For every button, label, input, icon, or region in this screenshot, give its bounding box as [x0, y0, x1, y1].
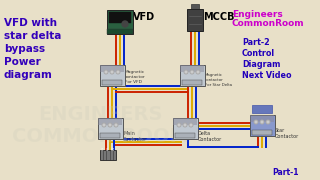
Bar [98, 118, 122, 125]
FancyBboxPatch shape [98, 118, 123, 138]
Text: Next Video: Next Video [242, 71, 292, 80]
Circle shape [109, 124, 111, 126]
Bar [252, 105, 272, 113]
Circle shape [105, 71, 107, 73]
FancyBboxPatch shape [180, 64, 204, 86]
Circle shape [103, 124, 105, 126]
Circle shape [189, 123, 193, 127]
Circle shape [184, 124, 186, 126]
Text: Main
Contactor: Main Contactor [123, 131, 147, 142]
Text: CommonRoom: CommonRoom [232, 19, 305, 28]
Circle shape [102, 123, 106, 127]
Circle shape [177, 123, 181, 127]
Bar [107, 29, 133, 34]
Bar [100, 133, 120, 138]
Circle shape [117, 71, 119, 73]
Bar [109, 12, 131, 23]
Text: VFD: VFD [133, 12, 155, 22]
Text: Part-1: Part-1 [272, 168, 299, 177]
Circle shape [260, 120, 264, 124]
Text: V1: V1 [106, 148, 109, 152]
Circle shape [267, 121, 269, 123]
Text: Control: Control [242, 49, 275, 58]
Circle shape [115, 124, 117, 126]
Text: Power: Power [4, 57, 41, 67]
Bar [175, 133, 195, 138]
Bar [102, 80, 122, 85]
Bar [180, 65, 204, 72]
FancyBboxPatch shape [107, 10, 133, 34]
Text: bypass: bypass [4, 44, 45, 54]
FancyBboxPatch shape [172, 118, 197, 138]
FancyBboxPatch shape [100, 64, 124, 86]
Circle shape [184, 70, 188, 74]
Text: Star
Contactor: Star Contactor [275, 128, 299, 139]
Bar [182, 80, 202, 85]
Bar [191, 4, 199, 10]
Circle shape [108, 123, 112, 127]
Text: W1: W1 [111, 148, 115, 152]
Text: U1: U1 [101, 148, 105, 152]
Text: MCCB: MCCB [203, 12, 235, 22]
Text: Delta
Contactor: Delta Contactor [198, 131, 222, 142]
Circle shape [114, 123, 118, 127]
Circle shape [255, 121, 257, 123]
Circle shape [122, 21, 128, 27]
Text: ENGINEERS
COMMON ROOM: ENGINEERS COMMON ROOM [12, 105, 188, 145]
Bar [252, 130, 272, 135]
Circle shape [110, 70, 114, 74]
Circle shape [111, 71, 113, 73]
Text: star delta: star delta [4, 31, 61, 41]
Bar [100, 65, 124, 72]
Circle shape [190, 124, 192, 126]
Circle shape [266, 120, 270, 124]
Circle shape [116, 70, 120, 74]
Circle shape [185, 71, 187, 73]
FancyBboxPatch shape [187, 9, 203, 31]
FancyBboxPatch shape [250, 114, 275, 136]
Circle shape [104, 70, 108, 74]
Text: Diagram: Diagram [242, 60, 280, 69]
Text: Magnetic
contactor
For Star Delta: Magnetic contactor For Star Delta [205, 73, 232, 87]
Bar [173, 118, 197, 125]
Circle shape [190, 70, 194, 74]
Text: Engineers: Engineers [232, 10, 283, 19]
Text: VFD with: VFD with [4, 18, 57, 28]
Bar [250, 115, 274, 122]
Circle shape [196, 70, 200, 74]
Text: Magnetic
contactor
For VFD: Magnetic contactor For VFD [125, 70, 146, 84]
Text: Part-2: Part-2 [242, 38, 270, 47]
Circle shape [261, 121, 263, 123]
Bar [100, 150, 116, 160]
Circle shape [197, 71, 199, 73]
Circle shape [183, 123, 187, 127]
Text: diagram: diagram [4, 70, 53, 80]
Circle shape [191, 71, 193, 73]
Circle shape [178, 124, 180, 126]
Circle shape [254, 120, 258, 124]
